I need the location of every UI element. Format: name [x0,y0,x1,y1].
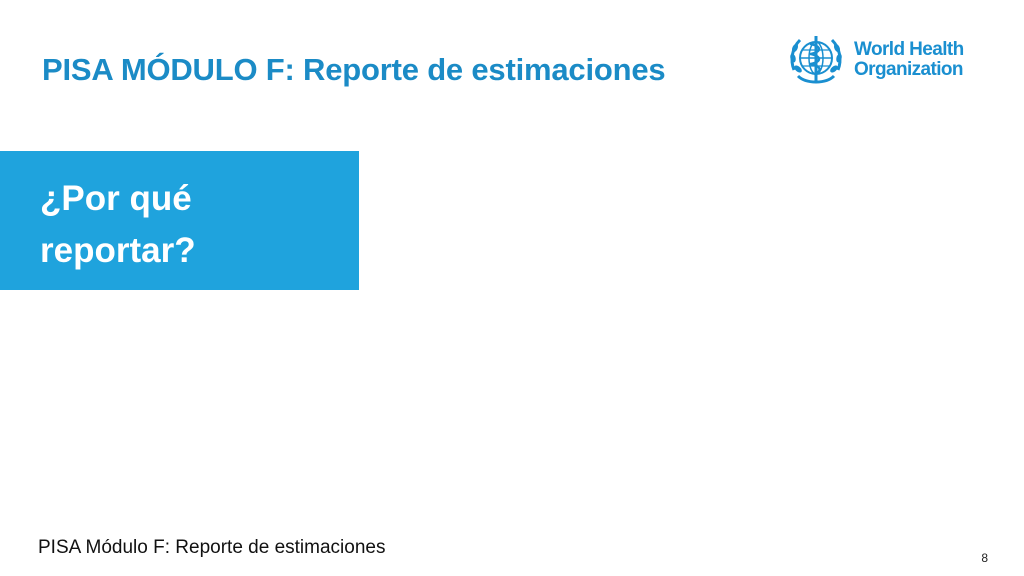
slide-title: PISA MÓDULO F: Reporte de estimaciones [42,52,666,87]
who-emblem-icon [790,36,842,84]
slide-footer: PISA Módulo F: Reporte de estimaciones [38,537,386,558]
section-banner: ¿Por qué reportar? [0,151,359,290]
logo-line-2: Organization [854,59,964,80]
logo-line-1: World Health [854,39,964,60]
page-number: 8 [981,551,988,565]
section-heading: ¿Por qué reportar? [40,179,196,270]
who-logo: World Health Organization [784,28,969,92]
logo-wordmark: World Health Organization [854,40,964,80]
